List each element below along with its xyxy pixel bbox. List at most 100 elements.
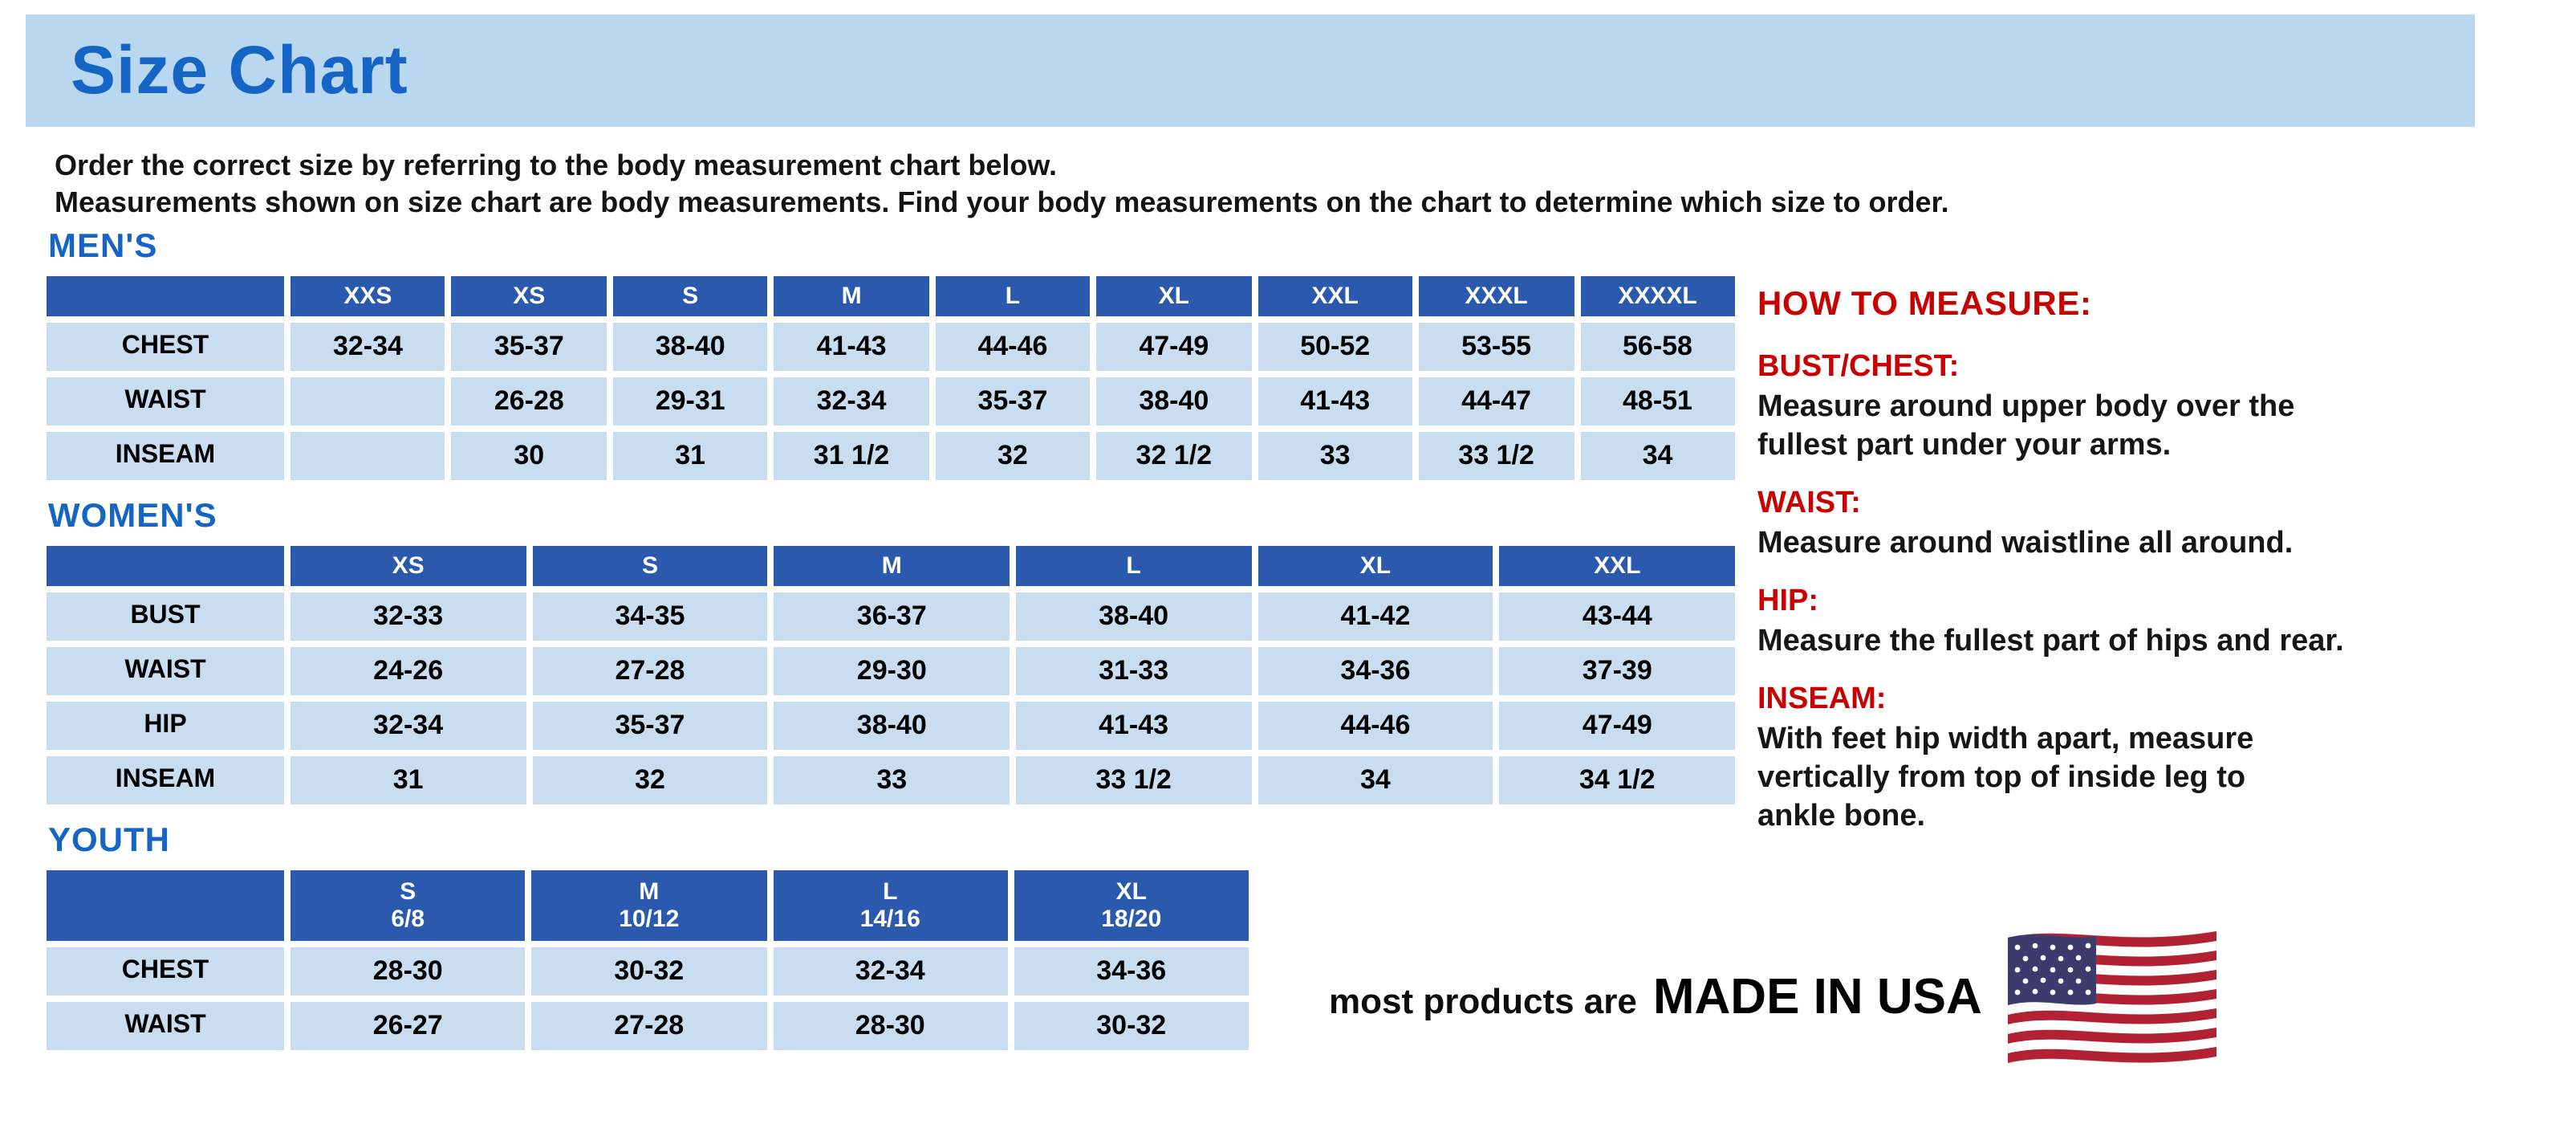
column-header: XXXL — [1419, 276, 1574, 316]
size-cell: 44-46 — [935, 323, 1091, 371]
column-header: XL 18/20 — [1014, 870, 1249, 941]
how-to-measure-panel: HOW TO MEASURE: BUST/CHEST: Measure arou… — [1757, 286, 2496, 837]
how-to-measure-heading: HOW TO MEASURE: — [1757, 286, 2092, 323]
size-cell: 30-32 — [531, 947, 766, 996]
size-cell: 38-40 — [1096, 377, 1252, 426]
row-label: INSEAM — [47, 432, 284, 480]
measure-item-hip: HIP: Measure the fullest part of hips an… — [1757, 584, 2496, 662]
size-cell: 32-34 — [291, 702, 526, 750]
row-label: WAIST — [47, 647, 284, 695]
row-label: BUST — [47, 592, 284, 641]
measure-term: BUST/CHEST: — [1757, 350, 1960, 384]
size-cell: 26-27 — [291, 1002, 526, 1050]
made-in-prefix: most products are — [1329, 981, 1637, 1021]
womens-table-body: BUST 32-33 34-35 36-37 38-40 41-42 43-44 WAIST 2… — [47, 592, 1735, 804]
size-cell: 34 — [1580, 432, 1735, 480]
size-cell: 32-34 — [774, 377, 929, 426]
column-header: XXL — [1499, 546, 1735, 586]
table-row: WAIST 26-28 29-31 32-34 35-37 38-40 41-43 44-47… — [47, 377, 1735, 426]
size-cell: 31 1/2 — [774, 432, 929, 480]
size-cell: 47-49 — [1499, 702, 1735, 750]
column-header: S 6/8 — [291, 870, 526, 941]
table-row: BUST 32-33 34-35 36-37 38-40 41-42 43-44 — [47, 592, 1735, 641]
page-title: Size Chart — [71, 32, 408, 108]
size-cell: 35-37 — [935, 377, 1091, 426]
measure-description: With feet hip width apart, measure verti… — [1757, 723, 2254, 833]
table-row: HIP 32-34 35-37 38-40 41-43 44-46 47-49 — [47, 702, 1735, 750]
table-row: WAIST 24-26 27-28 29-30 31-33 34-36 37-39 — [47, 647, 1735, 695]
column-header: S — [612, 276, 768, 316]
womens-table-header: XS S M L XL XXL — [47, 546, 1735, 586]
youth-heading: YOUTH — [48, 822, 170, 859]
size-cell: 47-49 — [1096, 323, 1252, 371]
header-row: XS S M L XL XXL — [47, 546, 1735, 586]
column-header: XS — [291, 546, 526, 586]
size-cell: 26-28 — [451, 377, 607, 426]
corner-cell — [47, 546, 284, 586]
column-header: XS — [451, 276, 607, 316]
youth-table-body: CHEST 28-30 30-32 32-34 34-36 WAIST 26-27 27-28… — [47, 947, 1249, 1050]
size-cell: 38-40 — [774, 702, 1010, 750]
made-in-usa-text: most products are MADE IN USA — [1329, 968, 1982, 1026]
mens-heading: MEN'S — [48, 228, 158, 265]
womens-heading: WOMEN'S — [48, 498, 217, 535]
measure-item-inseam: INSEAM: With feet hip width apart, measu… — [1757, 682, 2496, 837]
measure-item-bust-chest: BUST/CHEST: Measure around upper body ov… — [1757, 350, 2496, 466]
size-cell: 27-28 — [532, 647, 768, 695]
size-cell: 48-51 — [1580, 377, 1735, 426]
column-header: XXS — [291, 276, 445, 316]
column-header: M 10/12 — [531, 870, 766, 941]
mens-table-body: CHEST 32-34 35-37 38-40 41-43 44-46 47-49 50-52… — [47, 323, 1735, 480]
table-row: INSEAM 31 32 33 33 1/2 34 34 1/2 — [47, 756, 1735, 804]
size-cell: 38-40 — [1015, 592, 1252, 641]
corner-cell — [47, 870, 284, 941]
size-cell: 32-33 — [291, 592, 526, 641]
row-label: WAIST — [47, 1002, 284, 1050]
size-cell: 34-35 — [532, 592, 768, 641]
size-cell: 33 1/2 — [1015, 756, 1252, 804]
youth-section: YOUTH S 6/8 M 10/12 L 14/16 XL 18/20 CHEST 28-30… — [40, 822, 1749, 1057]
row-label: WAIST — [47, 377, 284, 426]
size-cell: 32-34 — [773, 947, 1008, 996]
table-row: CHEST 28-30 30-32 32-34 34-36 — [47, 947, 1249, 996]
size-cell: 28-30 — [773, 1002, 1008, 1050]
size-cell: 32-34 — [291, 323, 445, 371]
size-cell: 29-30 — [774, 647, 1010, 695]
measure-description: Measure around upper body over the fulle… — [1757, 390, 2295, 462]
size-cell: 41-43 — [1015, 702, 1252, 750]
size-cell: 43-44 — [1499, 592, 1735, 641]
size-tables-column: MEN'S XXS XS S M L XL XXL XXXL XXXXL CHEST 32-34 3… — [40, 228, 1749, 1057]
column-header: XXXXL — [1580, 276, 1735, 316]
size-cell: 33 — [774, 756, 1010, 804]
measure-term: INSEAM: — [1757, 682, 1887, 716]
size-cell: 50-52 — [1258, 323, 1413, 371]
size-cell: 35-37 — [451, 323, 607, 371]
size-cell: 56-58 — [1580, 323, 1735, 371]
size-cell: 31 — [612, 432, 768, 480]
made-in-usa-label: MADE IN USA — [1652, 968, 1982, 1024]
intro-text: Order the correct size by referring to t… — [55, 148, 1949, 222]
row-label: CHEST — [47, 323, 284, 371]
size-cell: 31-33 — [1015, 647, 1252, 695]
size-cell: 44-47 — [1419, 377, 1574, 426]
youth-size-table: S 6/8 M 10/12 L 14/16 XL 18/20 CHEST 28-30 30-32 3… — [40, 864, 1255, 1057]
intro-line-1: Order the correct size by referring to t… — [55, 149, 1057, 181]
youth-table-header: S 6/8 M 10/12 L 14/16 XL 18/20 — [47, 870, 1249, 941]
corner-cell — [47, 276, 284, 316]
column-header: XL — [1096, 276, 1252, 316]
title-banner: Size Chart — [26, 14, 2475, 127]
womens-size-table: XS S M L XL XXL BUST 32-33 34-35 36-37 38-40 41-42… — [40, 540, 1741, 811]
measure-term: WAIST: — [1757, 487, 1861, 520]
size-cell: 41-42 — [1258, 592, 1493, 641]
size-cell: 29-31 — [612, 377, 768, 426]
size-cell: 32 — [532, 756, 768, 804]
mens-section: MEN'S XXS XS S M L XL XXL XXXL XXXXL CHEST 32-34 3… — [40, 228, 1749, 487]
row-label: HIP — [47, 702, 284, 750]
size-cell: 53-55 — [1419, 323, 1574, 371]
measure-description: Measure around waistline all around. — [1757, 527, 2294, 560]
size-cell: 36-37 — [774, 592, 1010, 641]
intro-line-2: Measurements shown on size chart are bod… — [55, 186, 1949, 218]
size-cell — [291, 432, 445, 480]
size-cell: 34 1/2 — [1499, 756, 1735, 804]
size-cell: 41-43 — [1258, 377, 1413, 426]
